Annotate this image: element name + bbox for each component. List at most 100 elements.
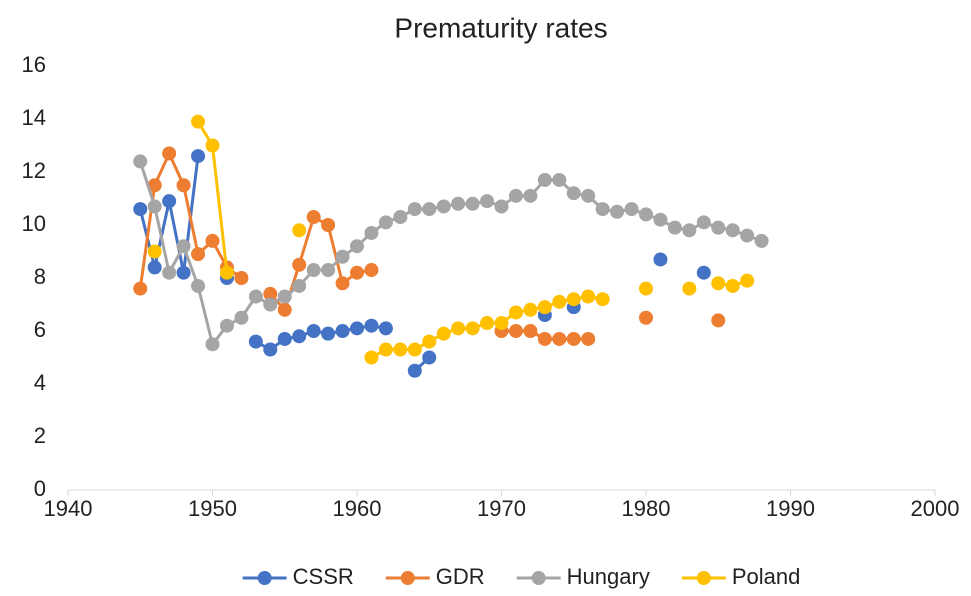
marker (378, 321, 393, 336)
marker (523, 302, 538, 317)
marker (176, 239, 191, 254)
marker (133, 281, 148, 296)
marker (581, 331, 596, 346)
marker (436, 199, 451, 214)
marker (162, 146, 177, 161)
marker (292, 257, 307, 272)
marker (581, 289, 596, 304)
marker (321, 326, 336, 341)
x-tick-label: 2000 (911, 496, 960, 521)
marker (740, 228, 755, 243)
marker (191, 247, 206, 262)
marker (639, 310, 653, 325)
marker (422, 350, 437, 365)
marker (407, 363, 422, 378)
y-tick-label: 4 (34, 370, 46, 395)
marker (696, 215, 711, 230)
marker (407, 202, 422, 217)
marker (364, 318, 379, 333)
x-tick-label: 1940 (44, 496, 93, 521)
marker (566, 331, 581, 346)
marker (508, 188, 523, 203)
legend-marker (257, 571, 272, 585)
marker (147, 199, 162, 214)
marker (191, 114, 206, 129)
marker (306, 210, 321, 225)
y-tick-label: 12 (22, 158, 46, 183)
marker (321, 218, 336, 232)
marker (465, 196, 480, 211)
marker (581, 188, 596, 203)
marker (639, 207, 653, 222)
marker (335, 324, 350, 338)
marker (277, 289, 292, 304)
marker (552, 294, 567, 309)
x-tick-label: 1990 (766, 496, 815, 521)
marker (248, 289, 263, 304)
marker (451, 196, 466, 211)
marker (407, 342, 422, 357)
marker (653, 212, 668, 227)
marker (176, 178, 191, 193)
marker (667, 220, 682, 235)
marker (711, 276, 726, 291)
marker (133, 154, 148, 169)
marker (566, 292, 581, 307)
marker (364, 350, 379, 365)
x-tick-label: 1980 (622, 496, 671, 521)
marker (147, 178, 162, 193)
marker (350, 321, 364, 336)
marker (378, 215, 393, 230)
marker (292, 278, 307, 293)
marker (465, 321, 480, 336)
marker (205, 233, 220, 248)
marker (639, 281, 653, 296)
legend-label: GDR (436, 564, 485, 589)
marker (508, 324, 523, 338)
marker (508, 305, 523, 320)
marker (422, 202, 437, 217)
marker (263, 297, 278, 312)
marker (494, 316, 509, 331)
marker (480, 194, 495, 209)
series-line (140, 153, 718, 339)
x-tick-label: 1950 (188, 496, 237, 521)
marker (711, 313, 726, 328)
marker (306, 263, 321, 278)
legend-marker (696, 571, 711, 585)
marker (552, 331, 567, 346)
marker (754, 233, 769, 248)
y-tick-label: 14 (22, 105, 46, 130)
marker (552, 172, 567, 187)
marker (537, 300, 552, 315)
marker (176, 265, 191, 280)
chart-title: Prematurity rates (394, 12, 607, 43)
marker (191, 278, 206, 293)
marker (147, 260, 162, 275)
marker (277, 331, 292, 346)
marker (725, 278, 740, 293)
marker (292, 329, 307, 344)
marker (537, 172, 552, 187)
marker (494, 199, 509, 214)
marker (306, 324, 321, 338)
marker (263, 286, 278, 301)
marker (205, 337, 220, 352)
marker (219, 318, 234, 333)
marker (234, 310, 249, 325)
marker (523, 188, 538, 203)
x-tick-label: 1960 (333, 496, 382, 521)
marker (595, 202, 610, 217)
legend-label: Poland (732, 564, 801, 589)
y-tick-label: 6 (34, 317, 46, 342)
marker (523, 324, 538, 338)
marker (682, 223, 697, 238)
marker (393, 210, 408, 225)
marker (364, 263, 379, 278)
marker (292, 223, 307, 238)
marker (277, 302, 292, 317)
legend-label: Hungary (567, 564, 650, 589)
marker (711, 220, 726, 235)
marker (350, 265, 364, 280)
